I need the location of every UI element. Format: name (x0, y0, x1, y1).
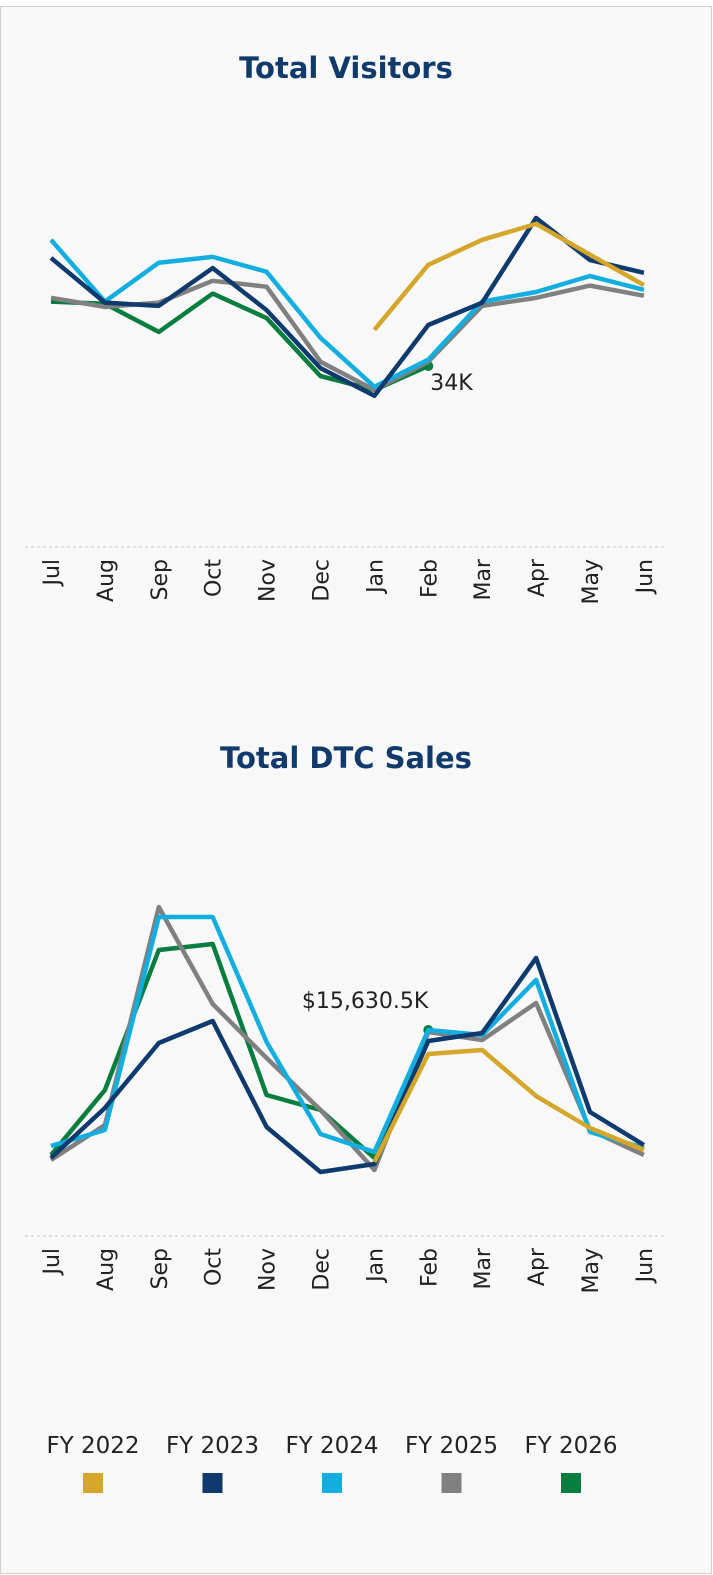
legend-swatch (83, 1473, 103, 1493)
legend-swatch (322, 1473, 342, 1493)
x-tick-label: Feb (417, 559, 442, 598)
x-tick-label: Nov (256, 1248, 281, 1291)
x-tick-label: Feb (417, 1248, 442, 1287)
chart-title: Total DTC Sales (220, 741, 472, 775)
x-tick-label: Aug (94, 1248, 119, 1291)
series-line (372, 1047, 645, 1164)
x-tick-label: Dec (310, 559, 335, 602)
x-tick-label: Mar (471, 1247, 496, 1289)
legend-swatch (561, 1473, 581, 1493)
legend-label: FY 2022 (46, 1433, 139, 1459)
x-tick-label: Nov (256, 559, 281, 602)
legend-swatch (202, 1473, 223, 1493)
x-tick-label: Sep (148, 559, 173, 600)
x-tick-label: Jun (633, 1248, 658, 1284)
x-tick-label: Oct (202, 559, 227, 597)
series-line (49, 238, 645, 390)
x-tick-label: Mar (471, 558, 496, 600)
x-tick-label: May (579, 559, 604, 604)
series-line (372, 221, 646, 332)
legend-label: FY 2026 (524, 1433, 617, 1459)
data-label: $15,630.5K (302, 989, 429, 1014)
series-line (50, 914, 645, 1155)
x-tick-label: Oct (202, 1248, 227, 1286)
x-tick-label: Jun (633, 559, 658, 595)
legend-label: FY 2025 (405, 1433, 498, 1459)
panel (0, 6, 712, 1574)
x-tick-label: Dec (310, 1248, 335, 1291)
data-label: 34K (430, 371, 473, 396)
legend-label: FY 2023 (166, 1433, 259, 1459)
series-line (49, 215, 645, 399)
x-tick-label: Apr (525, 558, 550, 597)
legend-label: FY 2024 (285, 1433, 378, 1459)
x-tick-label: Sep (148, 1248, 173, 1289)
x-tick-label: Aug (94, 559, 119, 602)
chart-title: Total Visitors (239, 51, 453, 85)
x-tick-label: Jan (363, 1248, 388, 1284)
x-tick-label: Jul (40, 1248, 65, 1277)
x-tick-label: Apr (525, 1247, 550, 1286)
series-line (49, 955, 646, 1175)
x-tick-label: May (579, 1248, 604, 1293)
legend-swatch (441, 1473, 462, 1493)
x-tick-label: Jul (40, 559, 65, 588)
x-tick-label: Jan (363, 559, 388, 595)
